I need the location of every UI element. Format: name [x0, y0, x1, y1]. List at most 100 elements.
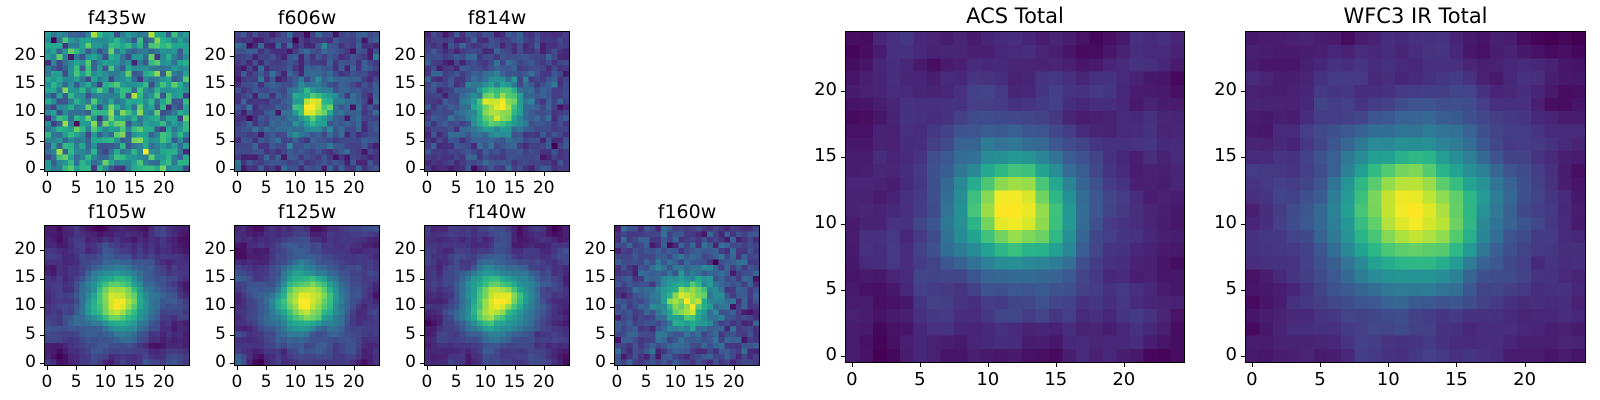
xtick-f435w-4	[163, 172, 165, 176]
panel-title-f105w: f105w	[87, 201, 147, 223]
xticklabel-acs_total-2: 10	[976, 369, 1000, 390]
ytick-f814w-2	[420, 112, 424, 114]
panel-f606w: f606w 0 5 10 15 20 0 5 10 15 20	[204, 9, 380, 197]
xticklabel-f140w-2: 10	[474, 372, 497, 392]
xticklabel-f105w-3: 15	[123, 372, 146, 392]
yticklabel-f140w-3: 15	[394, 267, 416, 288]
xtick-f814w-3	[514, 172, 516, 176]
yticklabel-f606w-4: 20	[204, 45, 226, 66]
panel-title-f140w: f140w	[467, 201, 527, 223]
xticklabel-f160w-3: 15	[693, 372, 716, 392]
xtick-f814w-1	[456, 172, 458, 176]
xticklabel-f125w-2: 10	[284, 372, 307, 392]
yticklabel-f814w-0: 0	[405, 157, 416, 178]
xticklabel-wfc3_ir_total-4: 20	[1513, 369, 1537, 390]
xtick-f105w-4	[163, 366, 165, 370]
ytick-f435w-2	[40, 112, 44, 114]
panel-title-f160w: f160w	[657, 201, 717, 223]
xticklabel-acs_total-3: 15	[1044, 369, 1068, 390]
xticklabel-acs_total-0: 0	[846, 369, 858, 390]
yticklabel-acs_total-0: 0	[825, 344, 837, 366]
panel-title-f125w: f125w	[277, 201, 337, 223]
yticklabel-f125w-4: 20	[204, 239, 226, 260]
xtick-f105w-2	[105, 366, 107, 370]
yticklabel-wfc3_ir_total-3: 15	[1214, 145, 1237, 167]
xtick-wfc3_ir_total-1	[1320, 363, 1322, 367]
ytick-acs_total-4	[841, 90, 845, 92]
xticklabel-f435w-4: 20	[152, 178, 175, 198]
yticklabel-f140w-0: 0	[405, 351, 416, 372]
ytick-f435w-1	[40, 140, 44, 142]
ytick-f160w-2	[610, 306, 614, 308]
yticklabel-f606w-2: 10	[204, 101, 226, 122]
yticklabel-f160w-4: 20	[584, 239, 606, 260]
yticklabel-f435w-1: 5	[25, 129, 36, 150]
yticklabel-f140w-1: 5	[405, 323, 416, 344]
xticklabel-f814w-3: 15	[503, 178, 526, 198]
ytick-f105w-0	[40, 363, 44, 365]
xtick-f606w-1	[266, 172, 268, 176]
yticklabel-f435w-3: 15	[14, 73, 36, 94]
xtick-f140w-0	[426, 366, 428, 370]
yticklabel-f435w-2: 10	[14, 101, 36, 122]
xtick-f125w-1	[266, 366, 268, 370]
ytick-f606w-1	[230, 140, 234, 142]
xticklabel-f105w-4: 20	[152, 372, 175, 392]
ytick-acs_total-0	[841, 356, 845, 358]
ytick-acs_total-1	[841, 289, 845, 291]
heatmap-image-f160w	[615, 226, 759, 365]
yticklabel-f105w-0: 0	[25, 351, 36, 372]
yticklabel-f435w-0: 0	[25, 157, 36, 178]
yticklabel-f606w-1: 5	[215, 129, 226, 150]
yticklabel-f125w-2: 10	[204, 295, 226, 316]
ytick-acs_total-3	[841, 157, 845, 159]
xtick-acs_total-1	[919, 363, 921, 367]
ytick-wfc3_ir_total-0	[1241, 356, 1245, 358]
xtick-f105w-0	[46, 366, 48, 370]
xtick-acs_total-2	[987, 363, 989, 367]
xtick-f814w-0	[426, 172, 428, 176]
yticklabel-f125w-3: 15	[204, 267, 226, 288]
ytick-f140w-0	[420, 363, 424, 365]
ytick-wfc3_ir_total-3	[1241, 157, 1245, 159]
xticklabel-f435w-2: 10	[94, 178, 117, 198]
panel-f140w: f140w 0 5 10 15 20 0 5 10 15 20	[394, 203, 570, 391]
yticklabel-f105w-1: 5	[25, 323, 36, 344]
yticklabel-f814w-4: 20	[394, 45, 416, 66]
xtick-f435w-0	[46, 172, 48, 176]
ytick-f160w-1	[610, 334, 614, 336]
yticklabel-f160w-0: 0	[595, 351, 606, 372]
xtick-f125w-4	[353, 366, 355, 370]
ytick-f105w-3	[40, 278, 44, 280]
heatmap-image-f105w	[45, 226, 189, 365]
xticklabel-f160w-0: 0	[611, 372, 623, 392]
ytick-f606w-0	[230, 169, 234, 171]
yticklabel-f606w-0: 0	[215, 157, 226, 178]
xticklabel-f125w-4: 20	[342, 372, 365, 392]
yticklabel-f105w-3: 15	[14, 267, 36, 288]
yticklabel-f105w-4: 20	[14, 239, 36, 260]
xtick-wfc3_ir_total-4	[1524, 363, 1526, 367]
yticklabel-f160w-1: 5	[595, 323, 606, 344]
heatmap-image-f140w	[425, 226, 569, 365]
yticklabel-f140w-2: 10	[394, 295, 416, 316]
panel-title-acs_total: ACS Total	[966, 4, 1064, 28]
yticklabel-acs_total-1: 5	[825, 278, 837, 300]
panel-title-wfc3_ir_total: WFC3 IR Total	[1343, 4, 1488, 28]
ytick-f105w-2	[40, 306, 44, 308]
yticklabel-acs_total-2: 10	[814, 211, 837, 233]
xticklabel-f606w-1: 5	[260, 178, 272, 198]
yticklabel-wfc3_ir_total-4: 20	[1214, 78, 1237, 100]
xticklabel-wfc3_ir_total-3: 15	[1444, 369, 1468, 390]
ytick-f105w-4	[40, 250, 44, 252]
yticklabel-f125w-0: 0	[215, 351, 226, 372]
yticklabel-f814w-1: 5	[405, 129, 416, 150]
heatmap-image-acs_total	[846, 32, 1184, 362]
ytick-f435w-0	[40, 169, 44, 171]
panel-title-f435w: f435w	[87, 7, 147, 29]
xticklabel-f160w-2: 10	[664, 372, 687, 392]
xticklabel-f140w-4: 20	[532, 372, 555, 392]
xticklabel-f435w-1: 5	[70, 178, 82, 198]
ytick-f125w-2	[230, 306, 234, 308]
yticklabel-f160w-2: 10	[584, 295, 606, 316]
